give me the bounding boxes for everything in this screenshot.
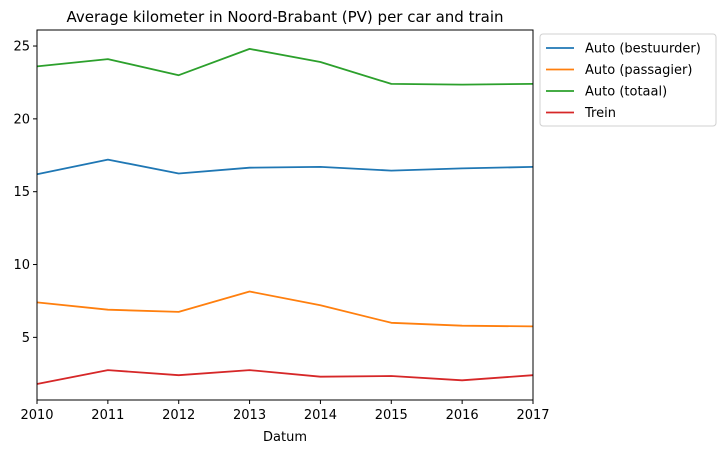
series-line-3 bbox=[36, 369, 534, 385]
x-axis: 2010 2011 2012 2013 2014 2015 2016 2017 bbox=[20, 400, 550, 423]
x-tick-label: 2011 bbox=[91, 408, 124, 423]
y-tick-label: 20 bbox=[13, 112, 30, 127]
legend: Auto (bestuurder) Auto (passagier) Auto (t… bbox=[539, 33, 717, 127]
series-line-1 bbox=[36, 290, 534, 328]
plot-frame bbox=[36, 29, 534, 401]
x-tick-label: 2016 bbox=[446, 408, 479, 423]
legend-label-1: Auto (passagier) bbox=[585, 63, 692, 78]
plot-lines bbox=[36, 48, 534, 385]
legend-label-2: Auto (totaal) bbox=[585, 85, 667, 100]
x-axis-label: Datum bbox=[263, 430, 307, 445]
x-tick-label: 2015 bbox=[375, 408, 408, 423]
y-tick-label: 15 bbox=[13, 185, 30, 200]
legend-frame bbox=[539, 33, 717, 127]
y-tick-label: 25 bbox=[13, 40, 30, 55]
y-axis: 5 10 15 20 25 bbox=[13, 40, 37, 346]
chart-title: Average kilometer in Noord-Brabant (PV) … bbox=[66, 8, 503, 26]
y-tick-label: 10 bbox=[13, 258, 30, 273]
x-tick-label: 2014 bbox=[304, 408, 337, 423]
series-line-0 bbox=[36, 158, 534, 176]
x-tick-label: 2012 bbox=[162, 408, 195, 423]
legend-label-3: Trein bbox=[584, 106, 616, 121]
x-tick-label: 2010 bbox=[20, 408, 53, 423]
series-line-2 bbox=[36, 48, 534, 86]
legend-label-0: Auto (bestuurder) bbox=[585, 42, 701, 57]
x-tick-label: 2017 bbox=[516, 408, 549, 423]
y-tick-label: 5 bbox=[22, 331, 30, 346]
x-tick-label: 2013 bbox=[233, 408, 266, 423]
